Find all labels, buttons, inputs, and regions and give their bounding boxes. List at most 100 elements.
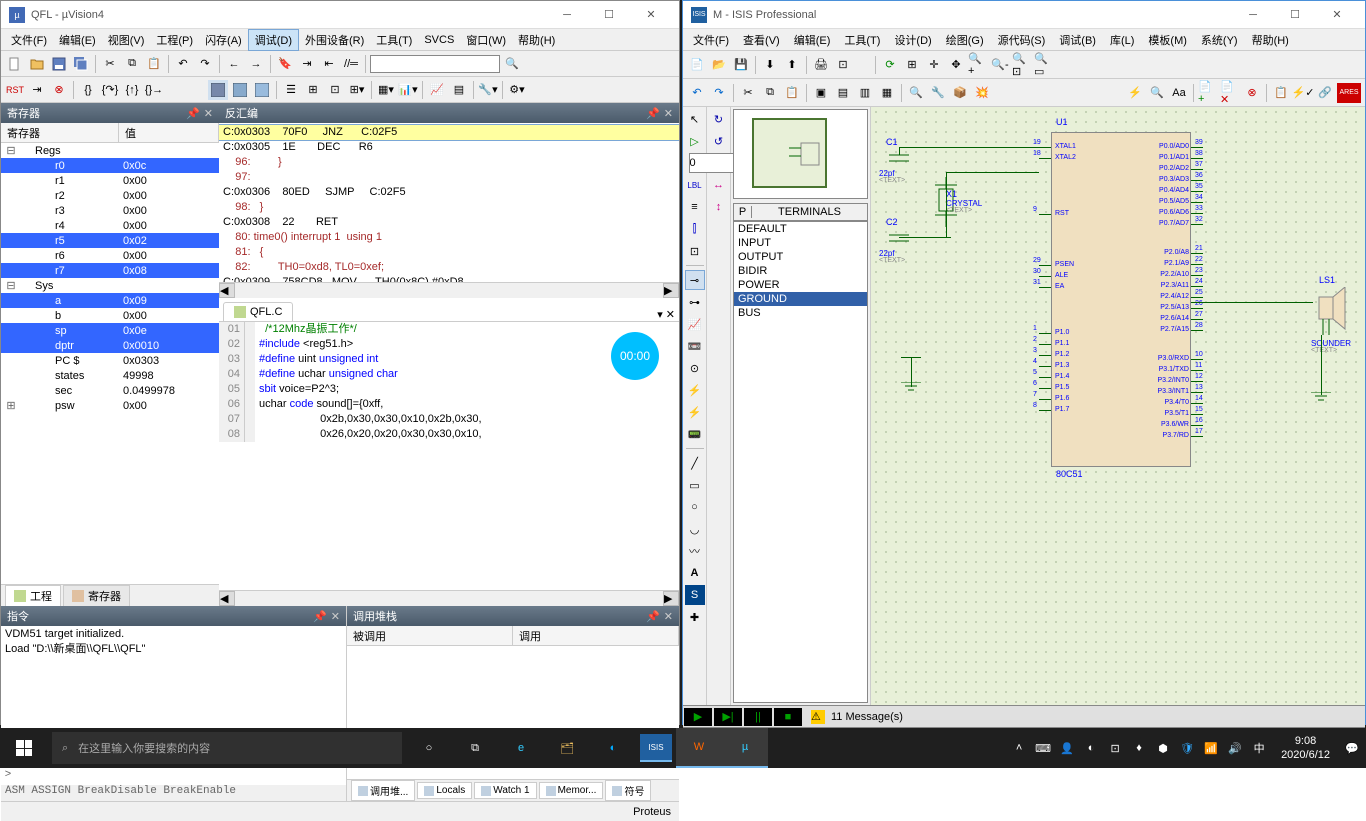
menu-视图(V)[interactable]: 视图(V) [102,30,151,50]
menu-工具(T)[interactable]: 工具(T) [370,30,418,50]
select-icon[interactable]: ↖ [685,109,705,129]
disasm-body[interactable]: C:0x0303 70F0 JNZ C:02F5C:0x0305 1E DEC … [219,123,679,282]
path-icon[interactable]: 〰 [685,541,705,561]
register-row[interactable]: r30x00 [1,203,219,218]
start-button[interactable] [0,728,48,768]
uv-titlebar[interactable]: µ QFL - µVision4 ─ ☐ ✕ [1,1,679,29]
menu-SVCS[interactable]: SVCS [418,32,460,48]
menu-外围设备(R)[interactable]: 外围设备(R) [299,30,370,50]
shield-icon[interactable]: 🛡 [1179,740,1195,756]
win3-icon[interactable] [252,80,272,100]
menu-模板(M)[interactable]: 模板(M) [1142,30,1193,50]
block-delete-icon[interactable]: ▦ [877,83,897,103]
menu-编辑(E)[interactable]: 编辑(E) [53,30,102,50]
terminal-item[interactable]: INPUT [734,236,867,250]
pin-icon[interactable]: 📌 [186,107,200,120]
tape-icon[interactable]: 📼 [685,336,705,356]
close-panel-icon[interactable]: ✕ [204,107,213,120]
copy-icon[interactable]: ⧉ [760,83,780,103]
flip-h-icon[interactable]: ↔ [709,175,729,195]
ares-icon[interactable]: ARES [1337,83,1361,103]
decompose-icon[interactable]: 💥 [972,83,992,103]
minimize-button[interactable]: ─ [1233,3,1273,27]
menu-绘图(G)[interactable]: 绘图(G) [940,30,990,50]
register-row[interactable]: ⊟Regs [1,143,219,158]
registers-tab[interactable]: 寄存器 [63,585,130,607]
zoom-area-icon[interactable]: 🔍▭ [1034,55,1054,75]
open-icon[interactable]: 📂 [709,55,729,75]
nav-back-icon[interactable]: ← [224,54,244,74]
open-icon[interactable] [27,54,47,74]
zoom-all-icon[interactable]: 🔍⊡ [1012,55,1032,75]
wps-task-icon[interactable]: W [676,728,722,768]
line-icon[interactable]: ╱ [685,453,705,473]
run-icon[interactable]: ⇥ [27,80,47,100]
ime-icon[interactable]: 中 [1251,740,1267,756]
register-row[interactable]: r50x02 [1,233,219,248]
wire-icon[interactable]: ⚡ [1125,83,1145,103]
new-sheet-icon[interactable]: 📄+ [1198,83,1218,103]
pin-icon[interactable]: 📌 [646,107,660,120]
cut-icon[interactable]: ✂ [100,54,120,74]
paste-icon[interactable]: 📋 [782,83,802,103]
menu-帮助(H)[interactable]: 帮助(H) [512,30,561,50]
edge-icon[interactable]: e [498,728,544,768]
save-icon[interactable]: 💾 [731,55,751,75]
rotate-cw-icon[interactable]: ↻ [709,109,729,129]
indent-icon[interactable]: ⇥ [297,54,317,74]
bom-icon[interactable]: 📋 [1271,83,1291,103]
register-row[interactable]: dptr0x0010 [1,338,219,353]
search-icon[interactable]: 🔍 [1147,83,1167,103]
keyboard-icon[interactable]: ⌨ [1035,740,1051,756]
graph-icon[interactable]: 📈 [685,314,705,334]
search-icon[interactable]: 🔍 [502,54,522,74]
close-button[interactable]: ✕ [631,3,671,27]
cov-icon[interactable]: ▤ [449,80,469,100]
menu-闪存(A)[interactable]: 闪存(A) [199,30,248,50]
exit-icon[interactable]: ⊗ [1242,83,1262,103]
win1-icon[interactable] [208,80,228,100]
menu-文件(F)[interactable]: 文件(F) [687,30,735,50]
menu-系统(Y)[interactable]: 系统(Y) [1195,30,1244,50]
step-out-icon[interactable]: {↑} [122,80,142,100]
app1-icon[interactable]: ◐ [590,728,636,768]
minimize-button[interactable]: ─ [547,3,587,27]
analyzer-icon[interactable]: 📈 [427,80,447,100]
block-move-icon[interactable]: ▤ [833,83,853,103]
isis-task-icon[interactable]: ISIS [640,734,672,762]
menu-查看(V)[interactable]: 查看(V) [737,30,786,50]
project-tab[interactable]: 工程 [5,585,61,607]
tray-up-icon[interactable]: ˄ [1011,740,1027,756]
volume-icon[interactable]: 🔊 [1227,740,1243,756]
undo-icon[interactable]: ↶ [173,54,193,74]
register-row[interactable]: sec0.0499978 [1,383,219,398]
sounder-icon[interactable] [1311,287,1351,337]
run-to-icon[interactable]: {}→ [144,80,164,100]
notifications-icon[interactable]: 💬 [1344,740,1360,756]
menu-调试(D)[interactable]: 调试(D) [248,29,299,51]
register-row[interactable]: ⊟Sys [1,278,219,293]
stack-tab[interactable]: Memor... [539,782,604,799]
bookmark-icon[interactable]: 🔖 [275,54,295,74]
cut-icon[interactable]: ✂ [738,83,758,103]
menu-文件(F)[interactable]: 文件(F) [5,30,53,50]
terminal-item[interactable]: OUTPUT [734,250,867,264]
block-copy-icon[interactable]: ▣ [811,83,831,103]
export-icon[interactable]: ⬆ [782,55,802,75]
register-row[interactable]: r20x00 [1,188,219,203]
menu-设计(D)[interactable]: 设计(D) [888,30,937,50]
zoom-in-icon[interactable]: 🔍+ [968,55,988,75]
view1-icon[interactable]: ☰ [281,80,301,100]
redo-icon[interactable]: ↷ [195,54,215,74]
view3-icon[interactable]: ⊡ [325,80,345,100]
flip-v-icon[interactable]: ↕ [709,197,729,217]
register-row[interactable]: PC $0x0303 [1,353,219,368]
menu-源代码(S)[interactable]: 源代码(S) [992,30,1052,50]
taskbar-search[interactable]: ⌕ 在这里输入你要搜索的内容 [52,732,402,764]
explorer-icon[interactable]: 🗂 [544,728,590,768]
menu-工程(P)[interactable]: 工程(P) [150,30,199,50]
uv-task-icon[interactable]: µ [722,728,768,768]
debug-cfg-icon[interactable]: ⚙▾ [507,80,527,100]
tab-menu-icon[interactable]: ▾ ✕ [657,308,675,321]
text2-icon[interactable]: A [685,563,705,583]
